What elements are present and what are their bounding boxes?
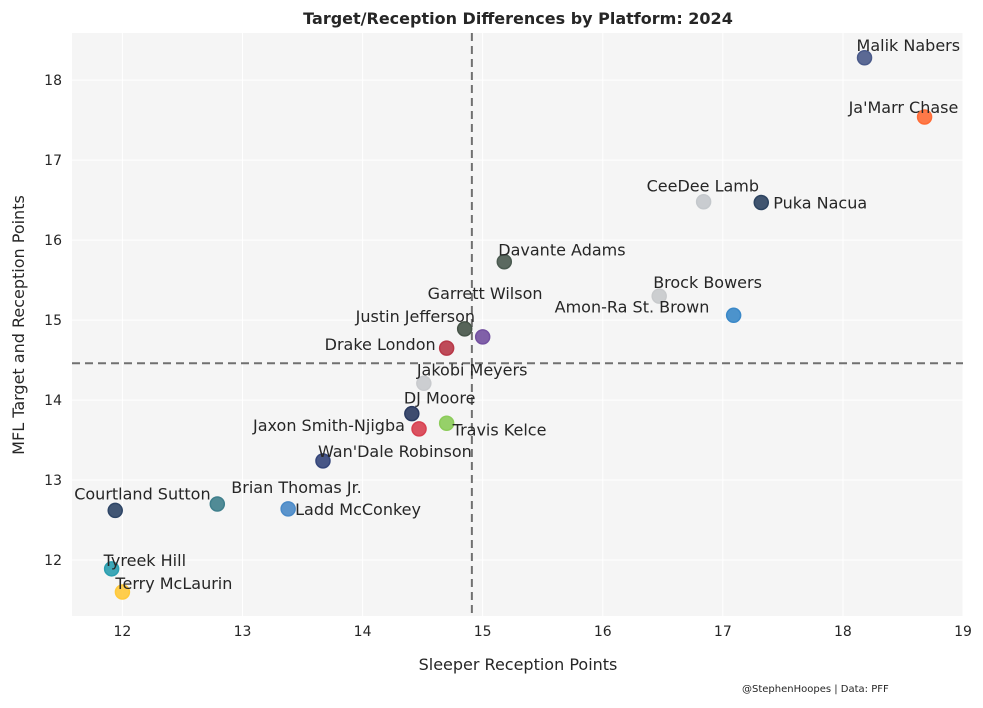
data-point: [496, 253, 513, 270]
footnote: @StephenHoopes | Data: PFF: [742, 684, 889, 695]
data-point: [725, 307, 742, 324]
point-label: Amon-Ra St. Brown: [555, 297, 710, 316]
point-label: Brock Bowers: [653, 273, 762, 292]
point-label: Wan'Dale Robinson: [318, 442, 472, 461]
data-point: [107, 502, 123, 519]
tick-labels: 12 13 14 15 16 17 18 19 12 13 14 15 16 17 18: [44, 73, 972, 640]
y-tick-label: 17: [44, 153, 62, 169]
reference-lines: [72, 33, 963, 616]
data-point: [916, 109, 933, 125]
point-label: Ladd McConkey: [295, 500, 421, 519]
x-tick-label: 19: [954, 624, 972, 640]
point-label: Justin Jefferson: [355, 307, 475, 326]
y-tick-label: 12: [44, 553, 62, 569]
point-label: Puka Nacua: [773, 194, 867, 213]
point-label: Davante Adams: [498, 241, 625, 260]
point-label: Terry McLaurin: [114, 574, 232, 593]
data-point: [114, 584, 131, 600]
x-axis-label: Sleeper Reception Points: [419, 655, 618, 674]
chart-title: Target/Reception Differences by Platform…: [303, 9, 733, 28]
x-tick-label: 12: [114, 624, 132, 640]
data-point: [856, 50, 873, 66]
point-labels: Malik Nabers Ja'Marr Chase CeeDee Lamb Puka…: [74, 36, 960, 593]
data-point: [474, 329, 491, 345]
point-label: Garrett Wilson: [428, 284, 543, 303]
data-points: [103, 50, 933, 600]
data-point: [411, 421, 427, 437]
data-point: [651, 288, 667, 304]
point-label: Jaxon Smith-Njigba: [252, 416, 405, 435]
x-tick-label: 17: [714, 624, 732, 640]
point-label: Malik Nabers: [857, 36, 961, 55]
data-point: [103, 561, 120, 577]
data-point: [280, 501, 296, 517]
point-label: Drake London: [325, 335, 436, 354]
data-point: [315, 453, 331, 469]
y-tick-label: 15: [44, 313, 62, 329]
data-point: [753, 194, 770, 211]
data-point: [438, 415, 455, 432]
data-point: [456, 321, 473, 337]
y-tick-label: 13: [44, 473, 62, 489]
point-label: Ja'Marr Chase: [848, 98, 959, 117]
x-tick-label: 13: [234, 624, 252, 640]
data-point: [404, 405, 420, 422]
y-axis-label: MFL Target and Reception Points: [9, 195, 28, 455]
y-tick-label: 14: [44, 393, 62, 409]
point-label: CeeDee Lamb: [647, 177, 759, 196]
point-label: Courtland Sutton: [74, 484, 210, 503]
plot-background: [72, 33, 963, 616]
point-label: Jakobi Meyers: [416, 360, 528, 379]
point-label: Brian Thomas Jr.: [231, 478, 361, 497]
y-tick-label: 18: [44, 73, 62, 89]
x-tick-label: 15: [474, 624, 492, 640]
x-tick-label: 16: [594, 624, 612, 640]
point-label: Travis Kelce: [452, 420, 547, 439]
x-tick-label: 14: [354, 624, 372, 640]
y-tick-label: 16: [44, 233, 62, 249]
x-tick-label: 18: [834, 624, 852, 640]
point-label: Tyreek Hill: [103, 551, 186, 570]
data-point: [416, 375, 432, 392]
gridlines: [72, 33, 964, 616]
data-point: [209, 496, 226, 512]
data-point: [695, 193, 712, 210]
point-label: DJ Moore: [404, 389, 476, 408]
data-point: [438, 340, 455, 356]
